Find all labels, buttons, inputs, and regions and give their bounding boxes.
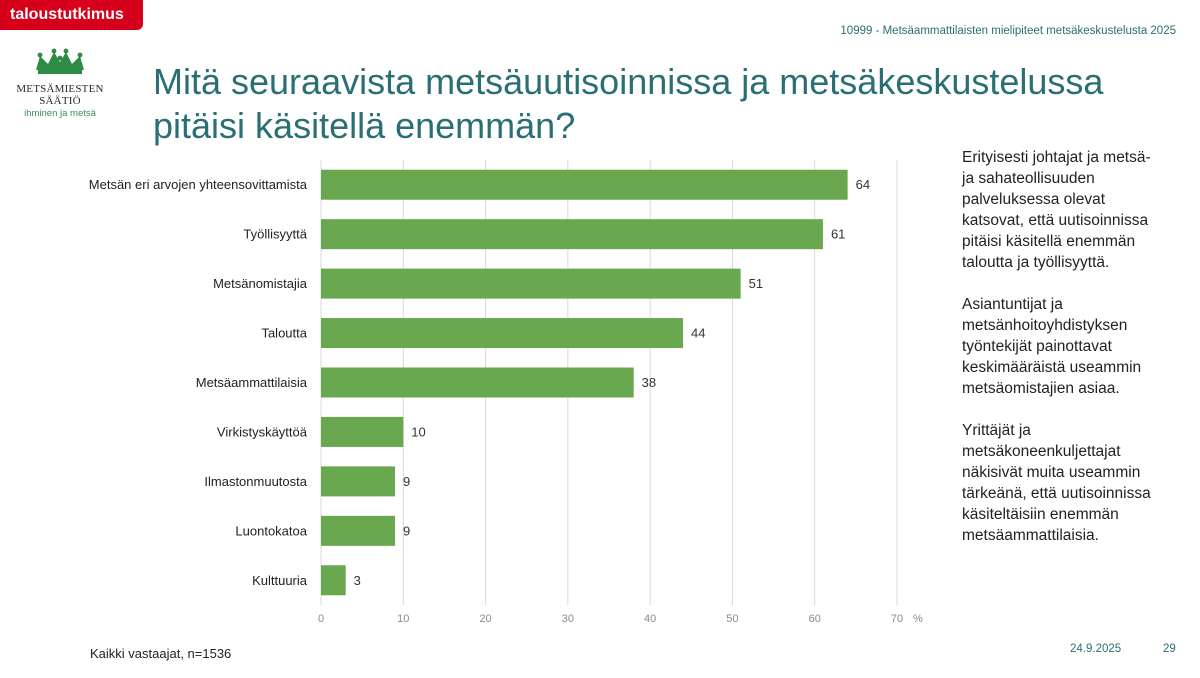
bar-2: [321, 268, 741, 299]
tick-label-60: 60: [809, 613, 821, 625]
category-label-3: Taloutta: [261, 326, 307, 341]
category-label-8: Kulttuuria: [252, 573, 308, 588]
crown-icon: [36, 48, 84, 74]
brand-badge: taloustutkimus: [0, 0, 143, 30]
value-label-1: 61: [831, 227, 845, 242]
date: 24.9.2025: [1070, 643, 1122, 655]
value-label-5: 10: [411, 424, 425, 439]
commentary-1: Erityisesti johtajat ja metsä- ja sahate…: [962, 149, 1151, 271]
study-title: 10999 - Metsäammattilaisten mielipiteet …: [840, 25, 1176, 37]
logo-tagline: ihminen ja metsä: [24, 108, 96, 119]
category-label-4: Metsäammattilaisia: [196, 375, 308, 390]
bar-5: [321, 416, 404, 447]
tick-label-30: 30: [562, 613, 574, 625]
logo: METSÄMIESTEN SÄÄTIÖ ihminen ja metsä: [10, 48, 110, 119]
tick-label-40: 40: [644, 613, 656, 625]
footnote: Kaikki vastaajat, n=1536: [90, 646, 232, 661]
category-label-2: Metsänomistajia: [213, 276, 308, 291]
bar-chart: Metsän eri arvojen yhteensovittamista 64 T…: [89, 160, 923, 625]
axis-unit: %: [913, 613, 923, 625]
title-line-1: Mitä seuraavista metsäuutisoinnissa ja m…: [153, 61, 1104, 102]
logo-name: METSÄMIESTEN SÄÄTIÖ: [16, 83, 104, 107]
commentary-3: Yrittäjät ja metsäkoneenkuljettajat näki…: [962, 422, 1151, 544]
tick-label-10: 10: [397, 613, 409, 625]
page-title: Mitä seuraavista metsäuutisoinnissa ja m…: [153, 60, 1113, 148]
category-label-1: Työllisyyttä: [243, 227, 307, 242]
value-label-3: 44: [691, 326, 705, 341]
tick-label-0: 0: [318, 613, 324, 625]
category-label-6: Ilmastonmuutosta: [204, 474, 307, 489]
value-label-6: 9: [403, 474, 410, 489]
category-label-7: Luontokatoa: [235, 523, 307, 538]
bar-4: [321, 367, 634, 398]
commentary: Erityisesti johtajat ja metsä- ja sahate…: [962, 147, 1162, 567]
bar-6: [321, 466, 396, 497]
value-label-8: 3: [354, 573, 361, 588]
category-label-0: Metsän eri arvojen yhteensovittamista: [89, 177, 308, 192]
value-label-0: 64: [856, 177, 870, 192]
commentary-2: Asiantuntijat ja metsänhoitoyhdistyksen …: [962, 296, 1142, 397]
tick-label-50: 50: [726, 613, 738, 625]
category-label-5: Virkistyskäyttöä: [217, 424, 308, 439]
bar-8: [321, 565, 346, 596]
value-label-4: 38: [642, 375, 656, 390]
bar-1: [321, 219, 823, 250]
value-label-7: 9: [403, 523, 410, 538]
bar-3: [321, 318, 684, 349]
bar-7: [321, 515, 396, 546]
tick-label-70: 70: [891, 613, 903, 625]
page-number: 29: [1163, 643, 1176, 655]
title-line-2: pitäisi käsitellä enemmän?: [153, 105, 576, 146]
value-label-2: 51: [749, 276, 763, 291]
bar-0: [321, 169, 848, 200]
tick-label-20: 20: [479, 613, 491, 625]
